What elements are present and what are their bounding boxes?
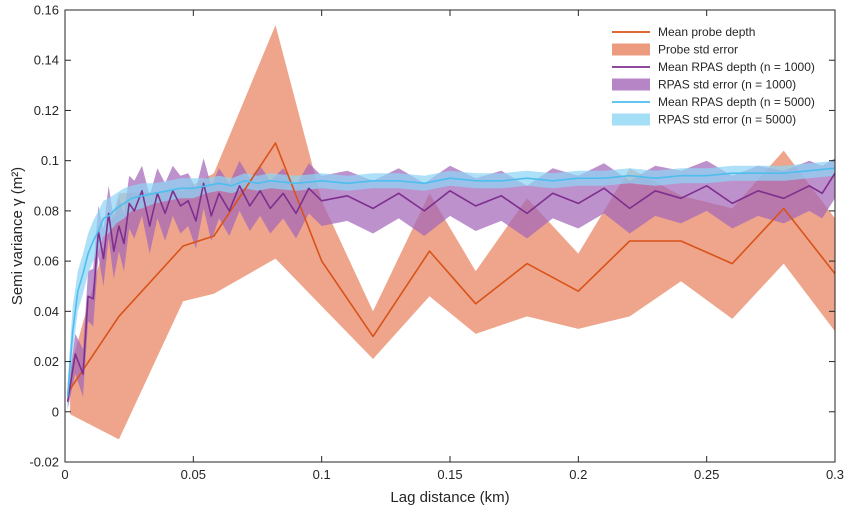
- x-tick-label: 0.05: [181, 467, 206, 482]
- band-rpas-std-error-n-5000: [67, 160, 836, 410]
- x-tick-label: 0: [61, 467, 68, 482]
- legend-label: Mean RPAS depth (n = 5000): [658, 95, 815, 109]
- x-axis: 0 0.05 0.1 0.15 0.2 0.25 0.3: [61, 10, 844, 482]
- x-tick-label: 0.15: [437, 467, 462, 482]
- y-tick-label: 0: [52, 404, 59, 419]
- y-axis: -0.02 0 0.02 0.04 0.06 0.08 0.1 0.12 0.14 0.16: [29, 3, 835, 470]
- band-rpas-std-error-n-1000: [67, 158, 836, 410]
- y-tick-label: 0.08: [34, 203, 59, 218]
- y-tick-label: 0.14: [34, 53, 59, 68]
- legend-label: RPAS std error (n = 5000): [658, 113, 796, 127]
- legend: Mean probe depth Probe std error Mean RPAS…: [612, 25, 815, 127]
- error-bands: [67, 25, 836, 440]
- y-tick-label: 0.02: [34, 354, 59, 369]
- x-tick-label: 0.1: [313, 467, 331, 482]
- x-tick-label: 0.2: [569, 467, 587, 482]
- line-mean-rpas-depth-n-1000: [66, 172, 836, 402]
- y-tick-label: 0.06: [34, 254, 59, 269]
- y-tick-label: 0.04: [34, 304, 59, 319]
- legend-swatch-rpas-std-error-n-5000: [612, 113, 650, 126]
- y-axis-title: Semi variance γ (m²): [9, 167, 26, 305]
- y-tick-label: 0.16: [34, 3, 59, 18]
- band-probe-std-error: [70, 25, 836, 440]
- legend-label: Mean probe depth: [658, 25, 755, 39]
- legend-label: Mean RPAS depth (n = 1000): [658, 60, 815, 74]
- legend-label: Probe std error: [658, 43, 738, 57]
- mean-lines: [66, 142, 836, 402]
- y-tick-label: 0.12: [34, 103, 59, 118]
- y-tick-label: 0.1: [41, 153, 59, 168]
- legend-swatch-probe-std-error: [612, 43, 650, 56]
- line-mean-probe-depth: [69, 142, 836, 390]
- legend-swatch-rpas-std-error-n-1000: [612, 78, 650, 91]
- y-tick-label: -0.02: [29, 455, 59, 470]
- legend-label: RPAS std error (n = 1000): [658, 78, 796, 92]
- line-mean-rpas-depth-n-5000: [66, 167, 836, 397]
- x-tick-label: 0.25: [694, 467, 719, 482]
- x-axis-title: Lag distance (km): [390, 489, 509, 506]
- x-tick-label: 0.3: [826, 467, 844, 482]
